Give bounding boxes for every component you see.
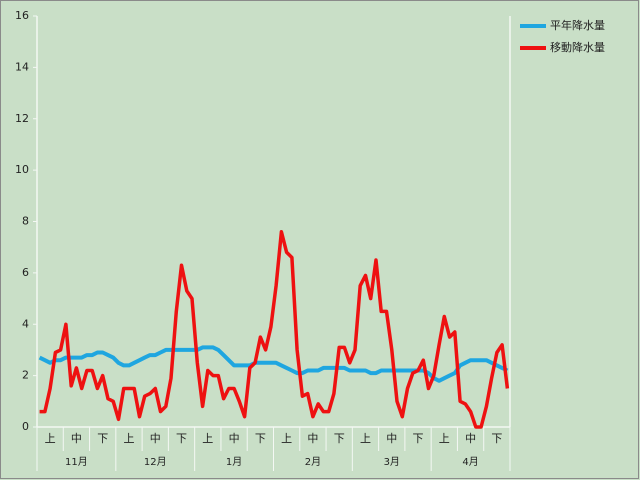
x-tick-label: 中 — [386, 432, 397, 445]
x-tick-label: 中 — [150, 432, 161, 445]
legend-label: 移動降水量 — [550, 40, 605, 54]
x-tick-label: 下 — [97, 432, 108, 445]
month-label: 4月 — [462, 456, 478, 468]
x-tick-label: 上 — [202, 432, 213, 445]
y-tick-label: 6 — [22, 266, 29, 279]
x-tick-label: 上 — [123, 432, 134, 445]
month-label: 1月 — [226, 456, 242, 468]
x-tick-label: 下 — [334, 432, 345, 445]
x-tick-label: 上 — [439, 432, 450, 445]
series-line — [39, 230, 510, 429]
y-tick-label: 2 — [22, 369, 29, 382]
month-label: 11月 — [65, 456, 88, 468]
x-tick-label: 下 — [413, 432, 424, 445]
month-label: 3月 — [384, 456, 400, 468]
legend-label: 平年降水量 — [550, 18, 605, 32]
y-tick-label: 8 — [22, 215, 29, 228]
month-label: 2月 — [305, 456, 321, 468]
x-tick-label: 下 — [491, 432, 502, 445]
x-tick-label: 中 — [229, 432, 240, 445]
x-tick-label: 上 — [360, 432, 371, 445]
y-tick-label: 12 — [15, 112, 29, 125]
y-tick-label: 10 — [15, 163, 29, 176]
x-tick-label: 上 — [281, 432, 292, 445]
y-tick-label: 14 — [15, 60, 29, 73]
y-tick-label: 0 — [22, 420, 29, 433]
x-tick-label: 上 — [45, 432, 56, 445]
x-tick-label: 中 — [465, 432, 476, 445]
x-tick-label: 下 — [255, 432, 266, 445]
x-tick-label: 中 — [71, 432, 82, 445]
y-tick-label: 4 — [22, 317, 29, 330]
x-tick-label: 中 — [307, 432, 318, 445]
series-line — [38, 345, 509, 383]
x-tick-label: 下 — [176, 432, 187, 445]
month-label: 12月 — [144, 456, 167, 468]
y-tick-label: 16 — [15, 9, 29, 22]
